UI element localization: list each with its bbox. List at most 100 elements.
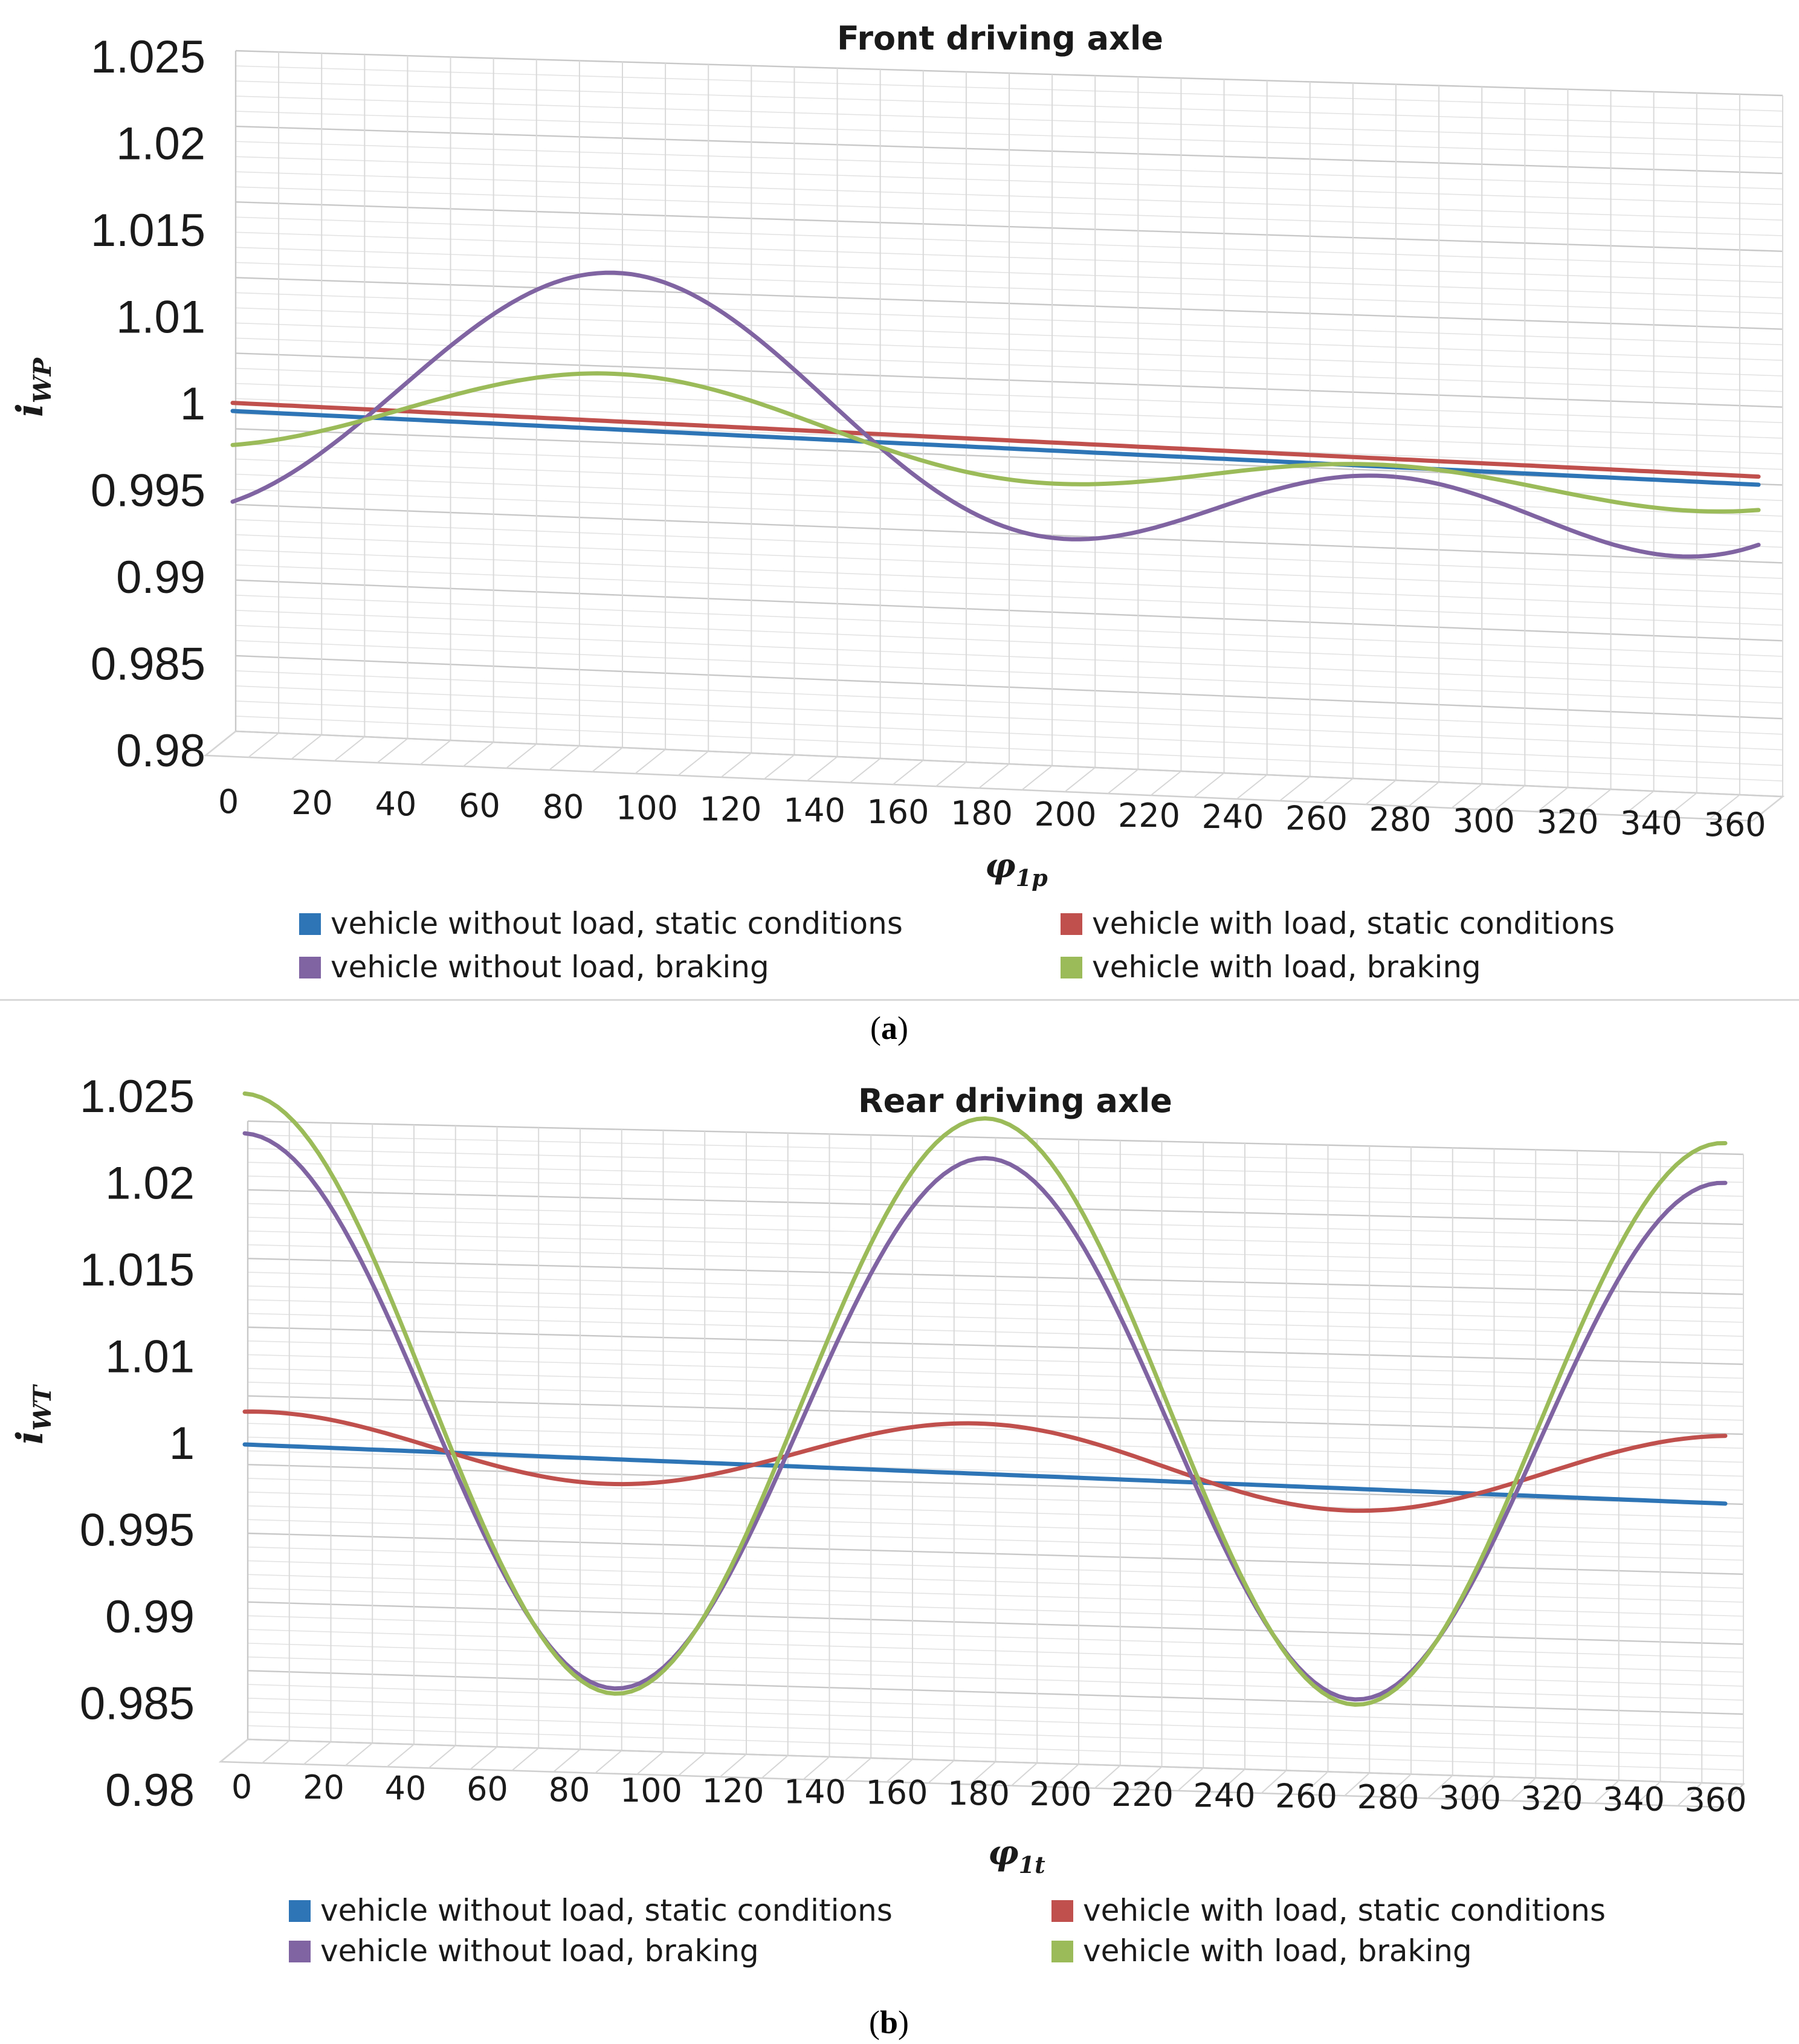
y-tick-label: 0.98 [116,725,205,777]
floor-gridline [1580,789,1612,814]
y-tick-labels: 1.025 1.02 1.015 1.01 1 0.995 0.99 0.985 0.98 [91,31,205,777]
y-tick-label: 0.99 [116,552,205,603]
floor-gridline [978,763,1010,789]
floor-gridline [1594,1780,1620,1804]
floor-gridline [1537,787,1569,812]
gridlines [205,50,1783,798]
x-tick-label: 100 [620,1771,682,1810]
legend-label: vehicle with load, braking [1092,949,1481,985]
y-tick-label: 0.995 [80,1505,195,1556]
floor-gridline [844,1758,871,1782]
floor-gridline [635,749,666,774]
x-axis-label: φ1p [985,846,1048,891]
x-tick-label: 240 [1201,798,1264,836]
floor-gridline [935,762,967,787]
floor-gridline [1623,791,1655,816]
x-tick-label: 60 [467,1770,508,1808]
x-tick-label: 340 [1603,1780,1665,1818]
chart-floor [218,1738,1746,1808]
floor-gridline [803,1756,830,1780]
floor-gridline [506,743,537,769]
floor-gridline [1494,785,1525,810]
y-tick-label: 1 [169,1418,195,1469]
x-tick-label: 300 [1453,802,1515,840]
legend-swatch [289,1941,311,1962]
floor-gridline [720,752,752,778]
floor-gridline [1279,776,1311,801]
floor-gridline [893,760,924,785]
y-tick-label: 1.025 [91,31,205,83]
x-tick-label: 60 [459,786,500,824]
floor-gridline [1752,796,1783,821]
floor-gridline [1107,769,1139,794]
x-tick-label: 20 [303,1768,344,1806]
legend-swatch [1051,1900,1073,1922]
series-line-vehicle-without-load-static-conditions [230,409,1761,487]
floor-gridline [763,754,795,780]
series-lines [242,1091,1728,1707]
x-tick-label: 180 [951,794,1013,832]
floor-gridline [1666,792,1697,818]
floor-gridline [595,1750,622,1774]
x-tick-label: 300 [1439,1779,1501,1817]
x-tick-label: 280 [1357,1778,1419,1816]
floor-gridline [1302,1771,1329,1795]
floor-gridline [1261,1770,1287,1794]
x-axis-label-subscript: 1p [1016,864,1048,891]
legend-swatch [1061,913,1082,935]
floor-gridline [1177,1767,1204,1791]
x-tick-label: 40 [375,785,417,823]
floor-gridline [386,1744,415,1768]
y-axis-label-main: i [9,1431,51,1444]
x-tick-label: 140 [784,1773,846,1811]
chart-front-driving-axle: 1.025 1.02 1.015 1.01 1 0.995 0.99 0.985 0.98 0 20… [9,19,1785,985]
floor-gridline [969,1761,996,1785]
series-line-vehicle-without-load-braking [230,270,1761,559]
x-tick-label: 120 [702,1772,764,1810]
x-tick-label: 320 [1520,1779,1583,1817]
x-axis-label-main: φ [985,846,1016,886]
x-tick-label: 120 [699,791,761,829]
y-tick-label: 1.02 [116,118,205,170]
floor-gridline [592,747,623,772]
floor-gridline [419,740,451,765]
series-line-vehicle-with-load-braking [230,371,1761,514]
floor-gridline [291,734,322,760]
x-tick-label: 320 [1536,803,1598,841]
separator-line [0,999,1799,1001]
floor-gridline [1064,767,1096,792]
floor-gridline [262,1740,290,1764]
x-tick-label: 80 [549,1771,590,1809]
floor-gridline [761,1755,789,1779]
x-tick-label: 260 [1275,1777,1337,1816]
floor-gridline [1709,794,1740,820]
floor-gridline [376,738,409,763]
floor-gridline [806,756,838,781]
caption-b: (b) [869,2004,909,2040]
y-tick-label: 1 [180,378,205,430]
floor-gridline [1451,783,1482,809]
legend-swatch [289,1900,311,1922]
floor-gridline [1386,1773,1412,1798]
y-axis-label: iWP [9,357,57,417]
series-line-vehicle-without-load-braking [242,1131,1728,1702]
floor-gridline [220,1739,248,1762]
floor-gridline [1236,774,1268,800]
caption-a: (a) [870,1010,908,1046]
floor-gridline [463,742,494,767]
x-tick-label: 0 [218,783,239,821]
legend: vehicle without load, static conditions v… [289,1893,1606,1968]
legend-swatch [299,913,321,935]
floor-gridline [553,1748,581,1773]
y-tick-label: 0.995 [91,465,205,517]
floor-gridline [1135,1766,1163,1790]
x-tick-label: 200 [1029,1775,1091,1813]
y-tick-label: 1.015 [91,205,205,256]
floor-gridline [1677,1782,1702,1806]
legend: vehicle without load, static conditions v… [299,906,1615,985]
x-tick-label: 140 [783,792,845,830]
y-tick-label: 1.01 [116,292,205,343]
floor-gridline [1344,1772,1370,1796]
floor-gridline [248,733,279,758]
